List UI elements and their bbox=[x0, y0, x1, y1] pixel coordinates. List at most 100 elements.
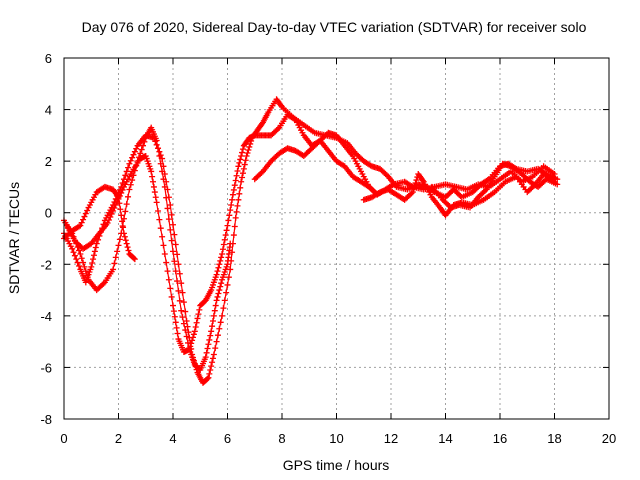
series-layer bbox=[61, 96, 561, 386]
data-point-marker bbox=[238, 152, 245, 159]
data-point-marker bbox=[127, 181, 134, 188]
series-pass-5 bbox=[251, 137, 378, 196]
data-point-marker bbox=[114, 198, 121, 205]
data-point-marker bbox=[370, 188, 377, 195]
data-point-marker bbox=[193, 366, 200, 373]
data-point-marker bbox=[178, 280, 185, 287]
data-point-marker bbox=[226, 212, 233, 219]
data-point-marker bbox=[122, 237, 129, 244]
data-point-marker bbox=[192, 363, 199, 370]
data-point-marker bbox=[211, 307, 218, 314]
data-point-marker bbox=[222, 232, 229, 239]
data-point-marker bbox=[176, 297, 183, 304]
data-point-marker bbox=[231, 223, 238, 230]
data-point-marker bbox=[127, 157, 134, 164]
data-point-marker bbox=[77, 250, 84, 257]
data-point-marker bbox=[114, 248, 121, 255]
data-point-marker bbox=[213, 297, 220, 304]
data-point-marker bbox=[168, 293, 175, 300]
data-point-marker bbox=[130, 172, 137, 179]
data-point-marker bbox=[130, 255, 137, 262]
data-point-marker bbox=[207, 367, 214, 374]
data-point-marker bbox=[259, 120, 266, 127]
data-point-marker bbox=[209, 323, 216, 330]
data-point-marker bbox=[214, 293, 221, 300]
data-point-marker bbox=[219, 246, 226, 253]
data-point-marker bbox=[78, 255, 85, 262]
data-point-marker bbox=[164, 186, 171, 193]
data-point-marker bbox=[123, 201, 130, 208]
data-point-marker bbox=[189, 337, 196, 344]
data-point-marker bbox=[78, 219, 85, 226]
data-point-marker bbox=[117, 206, 124, 213]
data-point-marker bbox=[157, 225, 164, 232]
data-point-marker bbox=[171, 258, 178, 265]
data-point-marker bbox=[119, 218, 126, 225]
data-point-marker bbox=[245, 146, 252, 153]
data-point-marker bbox=[150, 183, 157, 190]
data-point-marker bbox=[122, 172, 129, 179]
data-point-marker bbox=[218, 280, 225, 287]
data-point-marker bbox=[216, 325, 223, 332]
data-point-marker bbox=[210, 312, 217, 319]
data-point-marker bbox=[230, 232, 237, 239]
ticks-layer bbox=[63, 57, 610, 420]
data-point-marker bbox=[208, 328, 215, 335]
data-point-marker bbox=[188, 340, 195, 347]
data-point-marker bbox=[230, 186, 237, 193]
data-point-marker bbox=[167, 226, 174, 233]
data-point-marker bbox=[228, 257, 235, 264]
data-point-marker bbox=[209, 355, 216, 362]
data-point-marker bbox=[217, 283, 224, 290]
data-point-marker bbox=[81, 263, 88, 270]
y-axis-label: SDTVAR / TECUs bbox=[6, 182, 22, 294]
data-point-marker bbox=[111, 260, 118, 267]
data-point-marker bbox=[167, 201, 174, 208]
data-point-marker bbox=[217, 319, 224, 326]
y-tick-label: -2 bbox=[40, 257, 52, 272]
data-point-marker bbox=[242, 157, 249, 164]
data-point-marker bbox=[225, 274, 232, 281]
data-point-marker bbox=[231, 182, 238, 189]
data-point-marker bbox=[203, 349, 210, 356]
data-point-marker bbox=[194, 315, 201, 322]
data-point-marker bbox=[168, 237, 175, 244]
data-point-marker bbox=[228, 201, 235, 208]
data-point-marker bbox=[192, 324, 199, 331]
data-point-marker bbox=[243, 152, 250, 159]
data-point-marker bbox=[179, 314, 186, 321]
data-point-marker bbox=[133, 145, 140, 152]
data-point-marker bbox=[412, 180, 419, 187]
data-point-marker bbox=[235, 163, 242, 170]
y-tick-label: -8 bbox=[40, 412, 52, 427]
data-point-marker bbox=[172, 319, 179, 326]
data-point-marker bbox=[195, 311, 202, 318]
data-point-marker bbox=[161, 171, 168, 178]
data-point-marker bbox=[116, 236, 123, 243]
x-tick-label: 4 bbox=[169, 431, 176, 446]
data-point-marker bbox=[217, 257, 224, 264]
data-point-marker bbox=[160, 163, 167, 170]
data-point-marker bbox=[118, 189, 125, 196]
data-point-marker bbox=[84, 207, 91, 214]
data-point-marker bbox=[112, 201, 119, 208]
data-point-marker bbox=[206, 370, 213, 377]
data-point-marker bbox=[239, 149, 246, 156]
data-point-marker bbox=[410, 186, 417, 193]
x-tick-label: 18 bbox=[547, 431, 561, 446]
data-point-marker bbox=[180, 299, 187, 306]
data-point-marker bbox=[171, 313, 178, 320]
data-point-marker bbox=[191, 328, 198, 335]
data-point-marker bbox=[104, 220, 111, 227]
data-point-marker bbox=[182, 327, 189, 334]
data-point-marker bbox=[244, 149, 251, 156]
data-point-marker bbox=[246, 143, 253, 150]
data-point-marker bbox=[124, 244, 131, 251]
data-point-marker bbox=[554, 181, 561, 188]
data-point-marker bbox=[229, 191, 236, 198]
data-point-marker bbox=[152, 138, 159, 145]
data-point-marker bbox=[205, 341, 212, 348]
data-point-marker bbox=[212, 345, 219, 352]
data-point-marker bbox=[241, 161, 248, 168]
data-point-marker bbox=[70, 249, 77, 256]
